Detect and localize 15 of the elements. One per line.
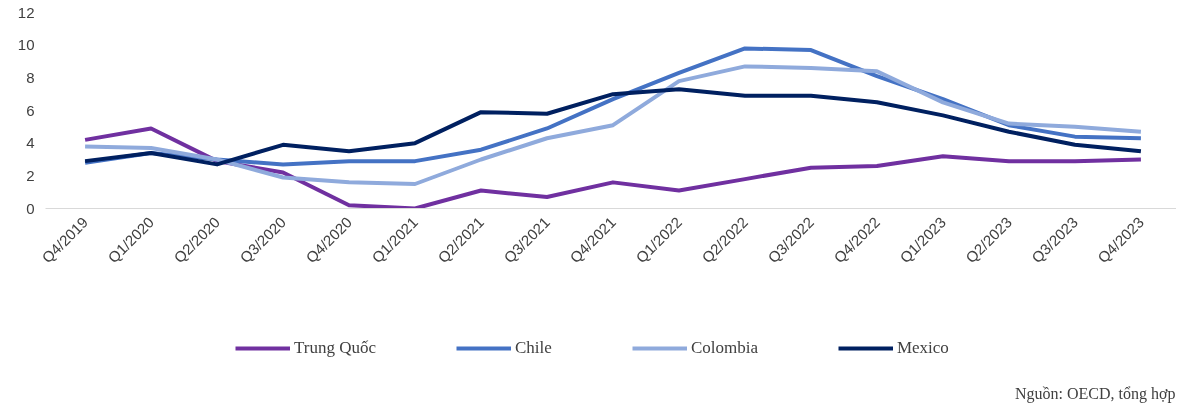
y-tick-label: 10 — [17, 36, 35, 54]
y-tick-label: 12 — [17, 3, 35, 21]
y-tick-label: 0 — [26, 199, 35, 217]
legend-label: Colombia — [690, 338, 758, 358]
y-tick-label: 6 — [26, 101, 35, 119]
legend-label: Chile — [515, 338, 552, 358]
legend-label: Mexico — [896, 338, 949, 358]
legend-label: Trung Quốc — [294, 338, 377, 358]
line-series — [83, 64, 1143, 186]
text: Nguồn: OECD, tổng hợp — [1015, 384, 1176, 403]
y-tick-label: 4 — [26, 134, 35, 152]
y-tick-label: 2 — [26, 166, 35, 184]
y-tick-label: 8 — [26, 68, 35, 86]
line-series — [83, 87, 1143, 167]
line-series — [83, 126, 1143, 209]
